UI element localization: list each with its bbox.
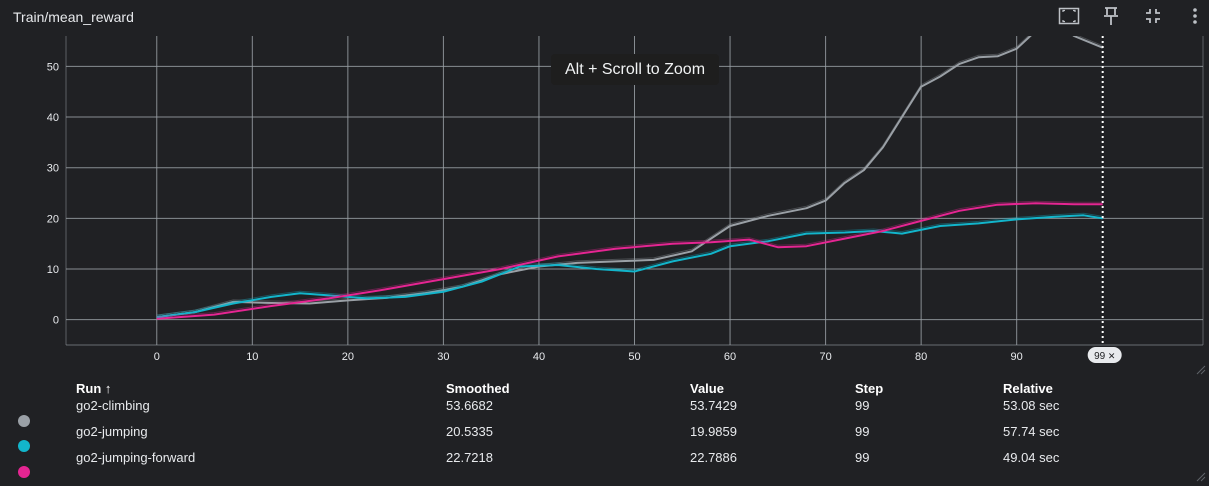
relative-time: 57.74 sec — [1003, 424, 1060, 439]
smoothed-value: 53.6682 — [446, 398, 493, 413]
run-table: Run ↑ Smoothed Value Step Relative go2-c… — [0, 376, 1209, 486]
run-name: go2-jumping — [76, 424, 148, 439]
series-line-go2-jumping — [156, 214, 1103, 319]
step-value: 99 — [855, 398, 870, 413]
close-icon[interactable]: ✕ — [1108, 351, 1116, 361]
collapse-icon — [1144, 7, 1162, 30]
pin-icon — [1102, 6, 1120, 31]
series-raw-line-go2-jumping — [156, 212, 1103, 316]
header-run[interactable]: Run ↑ — [76, 381, 112, 396]
run-name: go2-jumping-forward — [76, 450, 196, 465]
series-line-go2-climbing — [156, 36, 1104, 319]
x-tick-label: 50 — [628, 351, 640, 363]
x-tick-label: 30 — [437, 351, 449, 363]
table-resize-handle[interactable] — [1194, 470, 1206, 482]
pin-button[interactable] — [1098, 6, 1124, 30]
x-tick-label: 0 — [154, 351, 160, 363]
run-color-dot — [18, 415, 30, 427]
step-value: 99 — [855, 424, 870, 439]
x-tick-label: 40 — [533, 351, 545, 363]
header-smoothed: Smoothed — [446, 381, 510, 396]
header-value: Value — [690, 381, 724, 396]
header-step: Step — [855, 381, 884, 396]
fit-to-screen-button[interactable] — [1056, 6, 1082, 30]
y-tick-label: 50 — [47, 61, 59, 73]
raw-value: 19.9859 — [690, 424, 737, 439]
table-row[interactable]: go2-jumping 20.5335 19.9859 99 57.74 sec — [0, 422, 1209, 452]
table-row[interactable]: go2-jumping-forward 22.7218 22.7886 99 4… — [0, 448, 1209, 478]
header-relative: Relative — [1003, 381, 1053, 396]
run-color-dot — [18, 466, 30, 478]
zoom-hint-tooltip: Alt + Scroll to Zoom — [551, 54, 719, 85]
run-color-dot — [18, 440, 30, 452]
series-line-go2-jumping-forward — [156, 202, 1103, 320]
y-tick-label: 40 — [47, 112, 59, 124]
run-name: go2-climbing — [76, 398, 150, 413]
card-header: Train/mean_reward — [0, 0, 1209, 36]
x-tick-label: 20 — [342, 351, 354, 363]
fit-to-screen-icon — [1058, 6, 1080, 31]
x-tick-label: 80 — [915, 351, 927, 363]
y-tick-label: 10 — [47, 264, 59, 276]
more-options-button[interactable] — [1182, 6, 1208, 30]
x-tick-label: 60 — [724, 351, 736, 363]
collapse-button[interactable] — [1140, 6, 1166, 30]
y-tick-label: 0 — [53, 315, 59, 327]
x-tick-label: 70 — [819, 351, 831, 363]
y-tick-label: 30 — [47, 163, 59, 175]
smoothed-value: 20.5335 — [446, 424, 493, 439]
x-tick-label: 10 — [246, 351, 258, 363]
chart-area[interactable]: 0 10 20 30 40 50 60 70 80 90 0 10 20 30 40 50 99 ✕ — [0, 36, 1209, 376]
chart-resize-handle[interactable] — [1194, 362, 1206, 375]
raw-value: 53.7429 — [690, 398, 737, 413]
step-badge[interactable]: 99 ✕ — [1087, 347, 1122, 363]
relative-time: 53.08 sec — [1003, 398, 1060, 413]
series-raw-line-go2-jumping-forward — [156, 200, 1103, 318]
more-vert-icon — [1192, 7, 1198, 30]
step-value: 99 — [855, 450, 870, 465]
chart-title: Train/mean_reward — [13, 9, 134, 25]
step-badge-label: 99 — [1094, 351, 1106, 362]
step-badge-bg — [1087, 347, 1122, 363]
relative-time: 49.04 sec — [1003, 450, 1060, 465]
y-tick-label: 20 — [47, 213, 59, 225]
table-row[interactable]: go2-climbing 53.6682 53.7429 99 53.08 se… — [0, 396, 1209, 427]
series-group — [156, 36, 1104, 320]
smoothed-value: 22.7218 — [446, 450, 493, 465]
line-chart[interactable]: 0 10 20 30 40 50 60 70 80 90 0 10 20 30 40 50 99 ✕ — [0, 36, 1209, 376]
raw-value: 22.7886 — [690, 450, 737, 465]
x-tick-label: 90 — [1011, 351, 1023, 363]
